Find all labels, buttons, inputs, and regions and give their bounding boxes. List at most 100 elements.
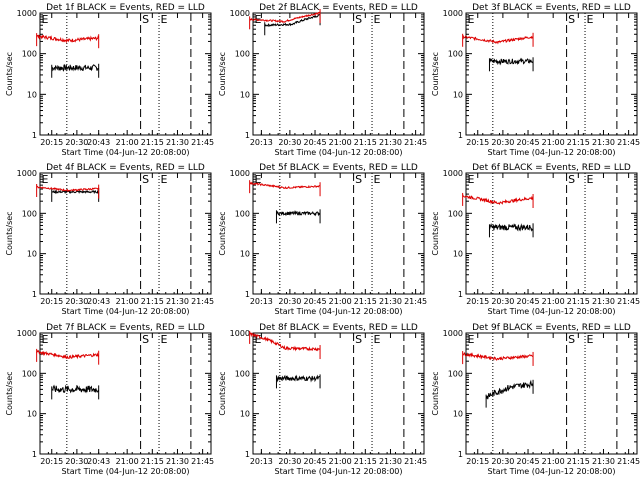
y-tick-label: 1 [32,290,37,299]
x-axis-label: Start Time (04-Jun-12 20:08:00) [488,148,616,157]
y-tick-label: 100 [22,50,37,59]
x-tick-label: 21:00 [329,297,352,306]
x-axis-label: Start Time (04-Jun-12 20:08:00) [275,467,403,476]
x-tick-label: 20:45 [303,138,326,147]
chart-panel-7: Det 7f BLACK = Events, RED = LLD 1 10 100 10… [5,323,214,476]
x-tick-label: 20:13 [250,457,273,466]
x-tick-label: 21:00 [329,457,352,466]
event-marker-E: E [374,173,381,186]
y-tick-label: 1000 [443,9,463,18]
series-black [51,384,100,394]
x-axis-label: Start Time (04-Jun-12 20:08:00) [275,307,403,316]
x-tick-label: 21:45 [617,297,640,306]
y-tick-label: 10 [453,90,463,99]
y-tick-label: 10 [27,250,37,259]
y-axis-label: Counts/sec [218,211,227,255]
y-tick-label: 1000 [230,329,250,338]
series-black [264,13,321,28]
x-tick-label: 21:00 [542,457,565,466]
x-tick-label: 21:45 [617,138,640,147]
x-tick-label: 21:15 [567,138,590,147]
series-red [36,34,100,44]
x-tick-label: 21:45 [191,297,214,306]
series-black [485,379,534,400]
y-axis-label: Counts/sec [431,52,440,96]
y-tick-label: 100 [235,50,250,59]
x-tick-label: 20:43 [87,457,110,466]
y-tick-label: 1 [245,290,250,299]
x-tick-label: 20:30 [491,138,514,147]
x-tick-label: 21:00 [542,297,565,306]
x-tick-label: 20:15 [466,297,489,306]
x-tick-label: 20:15 [40,297,63,306]
y-tick-label: 10 [27,90,37,99]
y-tick-label: 10 [240,250,250,259]
y-tick-label: 10 [453,410,463,419]
y-tick-label: 100 [448,369,463,378]
chart-panel-5: Det 5f BLACK = Events, RED = LLD 1 10 100 10… [218,163,427,316]
event-marker-E: E [468,13,475,26]
chart-panel-8: Det 8f BLACK = Events, RED = LLD 1 10 100 10… [218,323,427,476]
y-tick-label: 1 [458,450,463,459]
series-red [36,349,100,360]
event-marker-E: E [587,333,594,346]
series-black [276,210,321,217]
x-tick-label: 21:30 [379,297,402,306]
chart-title: Det 2f BLACK = Events, RED = LLD [259,3,418,13]
plot-frame [252,332,425,455]
plot-frame [465,172,638,295]
x-tick-label: 21:00 [329,138,352,147]
x-tick-label: 21:15 [141,297,164,306]
chart-title: Det 4f BLACK = Events, RED = LLD [46,163,205,173]
x-tick-label: 20:45 [303,297,326,306]
plot-frame [39,332,212,455]
chart-title: Det 5f BLACK = Events, RED = LLD [259,163,418,173]
series-black [51,189,100,195]
chart-title: Det 9f BLACK = Events, RED = LLD [472,323,631,333]
x-tick-label: 21:00 [542,138,565,147]
x-tick-label: 20:15 [40,457,63,466]
series-red [462,194,534,206]
chart-panel-3: Det 3f BLACK = Events, RED = LLD 1 10 100 10… [431,3,640,157]
x-tick-label: 20:30 [278,457,301,466]
event-marker-S: S [142,173,149,186]
y-axis-label: Counts/sec [5,211,14,255]
x-tick-label: 21:30 [379,138,402,147]
x-tick-label: 21:00 [116,457,139,466]
chart-panel-2: Det 2f BLACK = Events, RED = LLD 1 10 100 10… [218,3,427,157]
y-tick-label: 100 [448,50,463,59]
event-marker-S: S [355,333,362,346]
x-tick-label: 20:45 [516,457,539,466]
y-tick-label: 100 [235,369,250,378]
chart-title: Det 8f BLACK = Events, RED = LLD [259,323,418,333]
event-marker-E: E [468,333,475,346]
event-marker-E: E [255,333,262,346]
event-marker-E: E [468,173,475,186]
y-tick-label: 100 [22,369,37,378]
x-tick-label: 21:45 [191,457,214,466]
event-marker-S: S [355,173,362,186]
x-tick-label: 20:30 [65,457,88,466]
x-axis-label: Start Time (04-Jun-12 20:08:00) [488,467,616,476]
series-red [462,35,534,45]
y-axis-label: Counts/sec [431,371,440,415]
y-axis-label: Counts/sec [218,52,227,96]
x-tick-label: 21:30 [592,297,615,306]
event-marker-E: E [42,333,49,346]
event-marker-S: S [568,173,575,186]
y-tick-label: 1000 [17,169,37,178]
event-marker-E: E [42,13,49,26]
y-tick-label: 100 [235,209,250,218]
series-black [276,374,321,383]
y-tick-label: 1 [245,131,250,140]
chart-title: Det 1f BLACK = Events, RED = LLD [46,3,205,13]
x-axis-label: Start Time (04-Jun-12 20:08:00) [62,307,190,316]
x-tick-label: 21:00 [116,297,139,306]
y-tick-label: 1000 [443,169,463,178]
x-axis-label: Start Time (04-Jun-12 20:08:00) [62,148,190,157]
y-tick-label: 1 [458,131,463,140]
y-tick-label: 1 [458,290,463,299]
x-tick-label: 20:45 [516,297,539,306]
y-tick-label: 10 [27,410,37,419]
